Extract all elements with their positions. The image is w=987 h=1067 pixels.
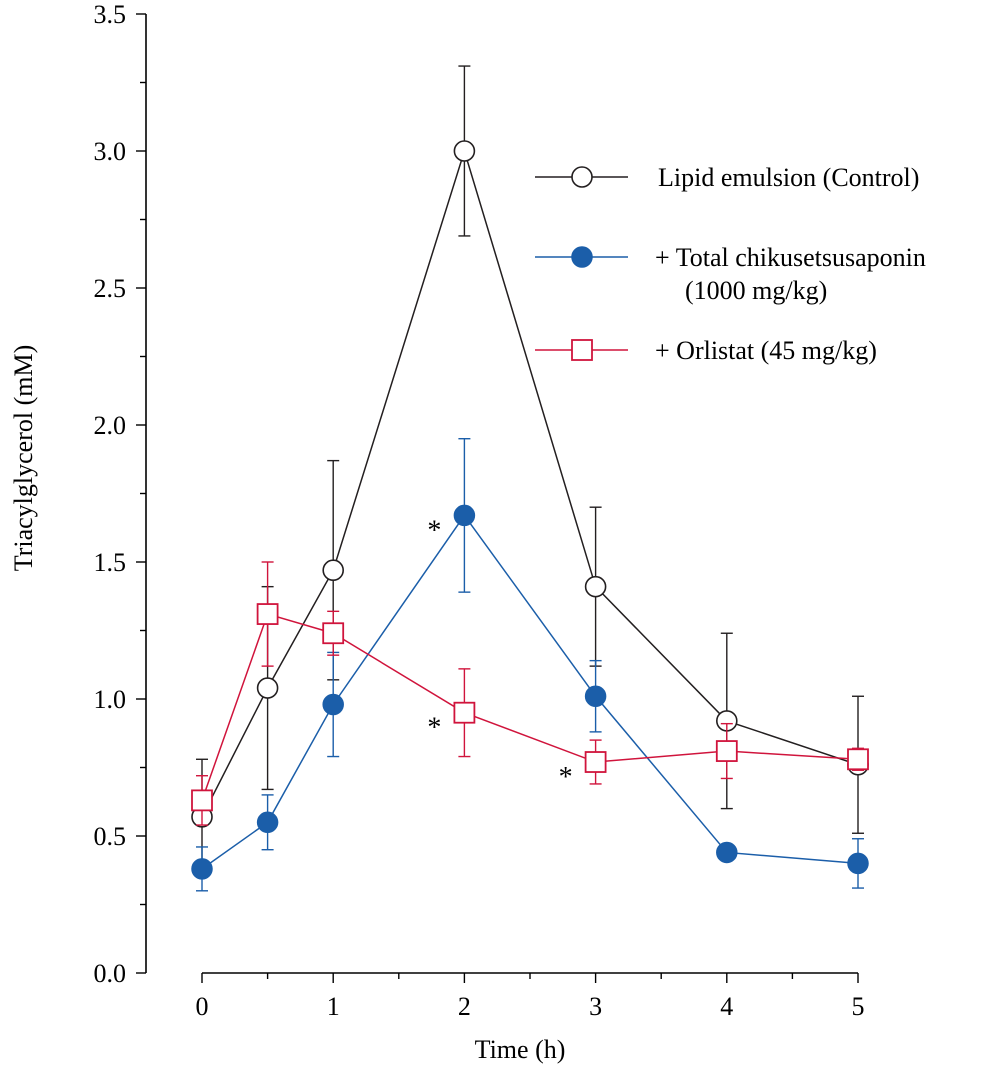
data-point (584, 685, 607, 708)
y-axis-title: Triacylglycerol (mM) (9, 345, 38, 572)
x-axis-title: Time (h) (475, 1035, 566, 1064)
x-tick-label: 5 (852, 992, 865, 1021)
data-point (716, 841, 738, 864)
x-tick-label: 3 (589, 992, 602, 1021)
series-layer (191, 65, 869, 892)
y-tick-label: 3.5 (94, 0, 127, 29)
data-point (256, 603, 279, 625)
data-point (453, 701, 476, 724)
axes: 0.0 0.5 1.0 1.5 2.0 2.5 3.0 3.5 0 1 2 3 4 5 (94, 0, 865, 1021)
series-2 (191, 438, 869, 892)
y-tick-label: 2.5 (94, 274, 127, 303)
y-tick-label: 1.5 (94, 548, 127, 577)
y-tick-label: 1.0 (94, 685, 127, 714)
y-tick-label: 0.0 (94, 959, 127, 988)
y-tick-label: 2.0 (94, 411, 127, 440)
legend-item-1: Lipid emulsion (Control) (535, 163, 919, 192)
x-tick-label: 2 (458, 992, 471, 1021)
y-tick-label: 3.0 (94, 137, 127, 166)
series-line (201, 613, 859, 801)
x-tick-label: 0 (196, 992, 209, 1021)
legend-item-3: + Orlistat (45 mg/kg) (535, 336, 877, 365)
data-point (322, 559, 345, 582)
legend-marker (571, 339, 593, 361)
x-tick-label: 4 (720, 992, 733, 1021)
significance-asterisk: * (427, 713, 441, 744)
legend-item-2: + Total chikusetsusaponin (1000 mg/kg) (535, 243, 926, 305)
data-point (191, 789, 213, 812)
annotations: * * * (427, 515, 572, 793)
data-point (256, 677, 279, 699)
data-point (847, 748, 869, 771)
legend-marker (571, 246, 593, 268)
data-point (584, 751, 607, 773)
legend-marker (571, 166, 593, 188)
data-point (715, 740, 738, 762)
series-line (201, 514, 859, 870)
legend-label: + Orlistat (45 mg/kg) (655, 336, 877, 365)
x-tick-label: 1 (327, 992, 340, 1021)
data-point (256, 811, 279, 834)
significance-asterisk: * (427, 515, 441, 546)
data-point (322, 622, 345, 645)
legend-label: Lipid emulsion (Control) (658, 163, 919, 192)
significance-asterisk: * (559, 762, 573, 793)
y-tick-label: 0.5 (94, 822, 127, 851)
legend-label-line2: (1000 mg/kg) (685, 276, 827, 305)
data-point (847, 852, 869, 875)
data-point (453, 140, 476, 162)
data-point (584, 575, 607, 598)
data-point (453, 504, 476, 527)
series-3 (191, 561, 869, 826)
legend: Lipid emulsion (Control) + Total chikuset… (535, 163, 926, 365)
data-point (322, 693, 344, 716)
legend-label: + Total chikusetsusaponin (655, 243, 926, 272)
data-point (191, 858, 213, 880)
